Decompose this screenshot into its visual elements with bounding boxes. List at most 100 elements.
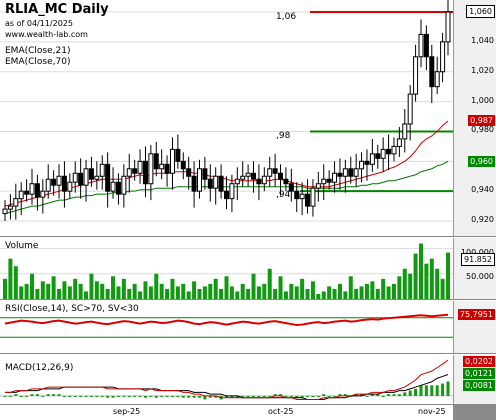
candle-body xyxy=(445,11,451,43)
candle-body xyxy=(429,56,435,88)
price-pane[interactable]: 1,060 1,040 1,020 1,000 0,980 0,960 0,940 0,920… xyxy=(0,0,496,237)
candle-body xyxy=(180,160,186,170)
candle-body xyxy=(337,172,343,177)
volume-bar xyxy=(219,288,224,299)
volume-bar xyxy=(321,291,326,299)
macd-histogram-bar xyxy=(176,395,180,397)
macd-histogram-bar xyxy=(46,394,50,396)
macd-histogram-bar xyxy=(154,395,158,398)
volume-bar xyxy=(73,278,78,299)
x-tick-oct: oct-25 xyxy=(268,407,294,416)
macd-histogram-bar xyxy=(95,395,99,397)
chart-title: RLIA_MC Daily xyxy=(5,2,109,17)
macd-histogram-bar xyxy=(89,395,93,397)
volume-bar xyxy=(192,281,197,299)
candle-body xyxy=(45,178,51,192)
candle-body xyxy=(359,160,365,170)
candle-body xyxy=(283,178,289,185)
volume-bar xyxy=(305,288,310,299)
volume-bar xyxy=(165,288,170,299)
macd-histogram-bar xyxy=(127,395,131,397)
macd-histogram-bar xyxy=(360,394,364,396)
volume-bar xyxy=(78,283,83,299)
macd-badge: 0,0202 xyxy=(463,356,495,367)
macd-histogram-bar xyxy=(338,394,342,396)
volume-bar xyxy=(148,286,153,299)
macd-histogram-bar xyxy=(8,395,12,397)
volume-bar xyxy=(62,281,67,299)
volume-bar xyxy=(224,276,229,299)
volume-pane[interactable]: 100.000 50.000 Volume 91.852 xyxy=(0,238,496,300)
price-chart[interactable] xyxy=(0,0,453,237)
candle-body xyxy=(213,175,219,189)
candle-body xyxy=(83,168,89,186)
volume-tick-100k: 100.000 xyxy=(461,248,494,257)
volume-bar xyxy=(240,283,245,299)
macd-chart[interactable] xyxy=(0,355,453,405)
macd-histogram-bar xyxy=(19,395,23,397)
price-tick: 1,040 xyxy=(471,35,494,45)
macd-histogram-bar xyxy=(241,395,245,397)
macd-histogram-bar xyxy=(230,395,234,398)
volume-bar xyxy=(435,268,440,299)
candle-body xyxy=(353,168,359,177)
candle-body xyxy=(18,190,24,200)
volume-bar xyxy=(429,258,434,299)
candle-body xyxy=(305,193,311,207)
volume-bar xyxy=(181,283,186,299)
volume-bar xyxy=(294,286,299,299)
candle-body xyxy=(207,178,213,189)
volume-bar xyxy=(154,273,159,299)
rsi-pane[interactable]: RSI(Close,14), SC>70, SV<30 75,7951 xyxy=(0,301,496,354)
rsi-label: RSI(Close,14), SC>70, SV<30 xyxy=(5,304,139,314)
candle-body xyxy=(423,33,429,58)
macd-histogram-bar xyxy=(365,395,369,397)
candle-body xyxy=(175,148,181,162)
macd-histogram-bar xyxy=(333,395,337,397)
axis-corner xyxy=(453,405,496,420)
volume-bar xyxy=(316,293,321,299)
volume-bar xyxy=(111,276,116,299)
volume-bar xyxy=(386,286,391,299)
volume-bar xyxy=(359,286,364,299)
macd-histogram-bar xyxy=(343,394,347,396)
macd-histogram-bar xyxy=(187,395,191,398)
volume-bar xyxy=(251,273,256,299)
volume-bar xyxy=(332,288,337,299)
macd-histogram-bar xyxy=(73,395,77,397)
volume-bar xyxy=(348,276,353,299)
last-price-badge: 1,060 xyxy=(466,5,495,18)
candle-body xyxy=(34,183,40,198)
candle-body xyxy=(148,153,154,185)
x-tick-sep: sep-25 xyxy=(113,407,141,416)
volume-bar xyxy=(121,278,126,299)
volume-bar xyxy=(8,258,13,299)
macd-histogram-bar xyxy=(408,390,412,396)
macd-histogram-bar xyxy=(414,388,418,396)
volume-bar xyxy=(446,252,450,299)
site-url: www.wealth-lab.com xyxy=(5,30,88,39)
price-tick: 1,020 xyxy=(471,65,494,75)
candle-body xyxy=(256,178,262,185)
candle-body xyxy=(332,172,338,183)
volume-bar xyxy=(310,281,315,299)
macd-histogram-bar xyxy=(143,395,147,398)
macd-histogram-bar xyxy=(289,395,293,397)
macd-pane[interactable]: MACD(12,26,9) 0,0202 0,0121 0,0081 xyxy=(0,355,496,405)
macd-histogram-bar xyxy=(165,395,169,397)
candle-body xyxy=(321,178,327,185)
support-label-98: ,98 xyxy=(276,131,291,141)
volume-bar xyxy=(424,263,429,299)
candle-body xyxy=(386,148,392,155)
volume-chart[interactable] xyxy=(0,238,453,300)
rsi-chart[interactable] xyxy=(0,301,453,354)
candle-body xyxy=(40,190,46,198)
macd-histogram-bar xyxy=(273,394,277,396)
candle-body xyxy=(251,172,257,180)
candle-body xyxy=(24,190,30,195)
macd-histogram-bar xyxy=(262,395,266,397)
volume-bar xyxy=(375,288,380,299)
macd-histogram-bar xyxy=(376,394,380,396)
volume-bar xyxy=(143,281,148,299)
macd-histogram-bar xyxy=(133,395,137,397)
